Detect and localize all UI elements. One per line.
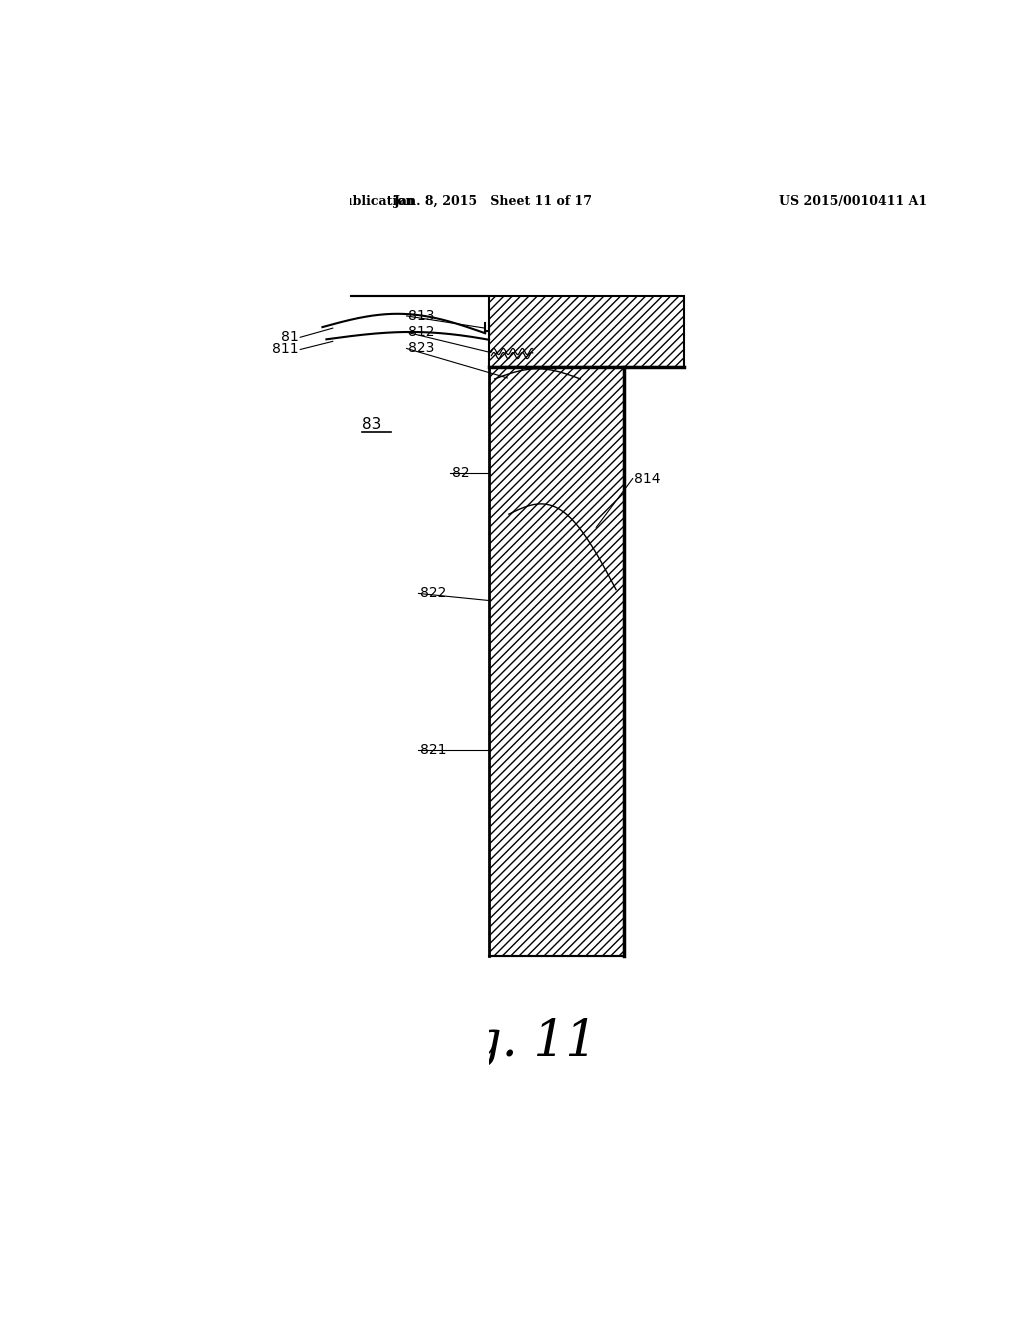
Text: 81: 81 [281, 330, 299, 345]
Text: 82: 82 [452, 466, 469, 480]
Text: Fig. 11: Fig. 11 [420, 1018, 598, 1068]
Text: 812: 812 [409, 325, 434, 339]
Text: 813: 813 [409, 309, 434, 323]
Text: 823: 823 [409, 342, 434, 355]
Polygon shape [489, 367, 624, 956]
Text: Jan. 8, 2015   Sheet 11 of 17: Jan. 8, 2015 Sheet 11 of 17 [393, 194, 593, 207]
Text: Patent Application Publication: Patent Application Publication [200, 194, 415, 207]
Text: US 2015/0010411 A1: US 2015/0010411 A1 [778, 194, 927, 207]
Text: 811: 811 [272, 342, 299, 356]
Text: 822: 822 [420, 586, 446, 601]
Text: 821: 821 [420, 743, 446, 756]
Polygon shape [128, 367, 489, 1175]
Text: 83: 83 [362, 417, 382, 432]
Polygon shape [128, 158, 350, 367]
Text: 814: 814 [634, 471, 660, 486]
Polygon shape [350, 296, 684, 367]
